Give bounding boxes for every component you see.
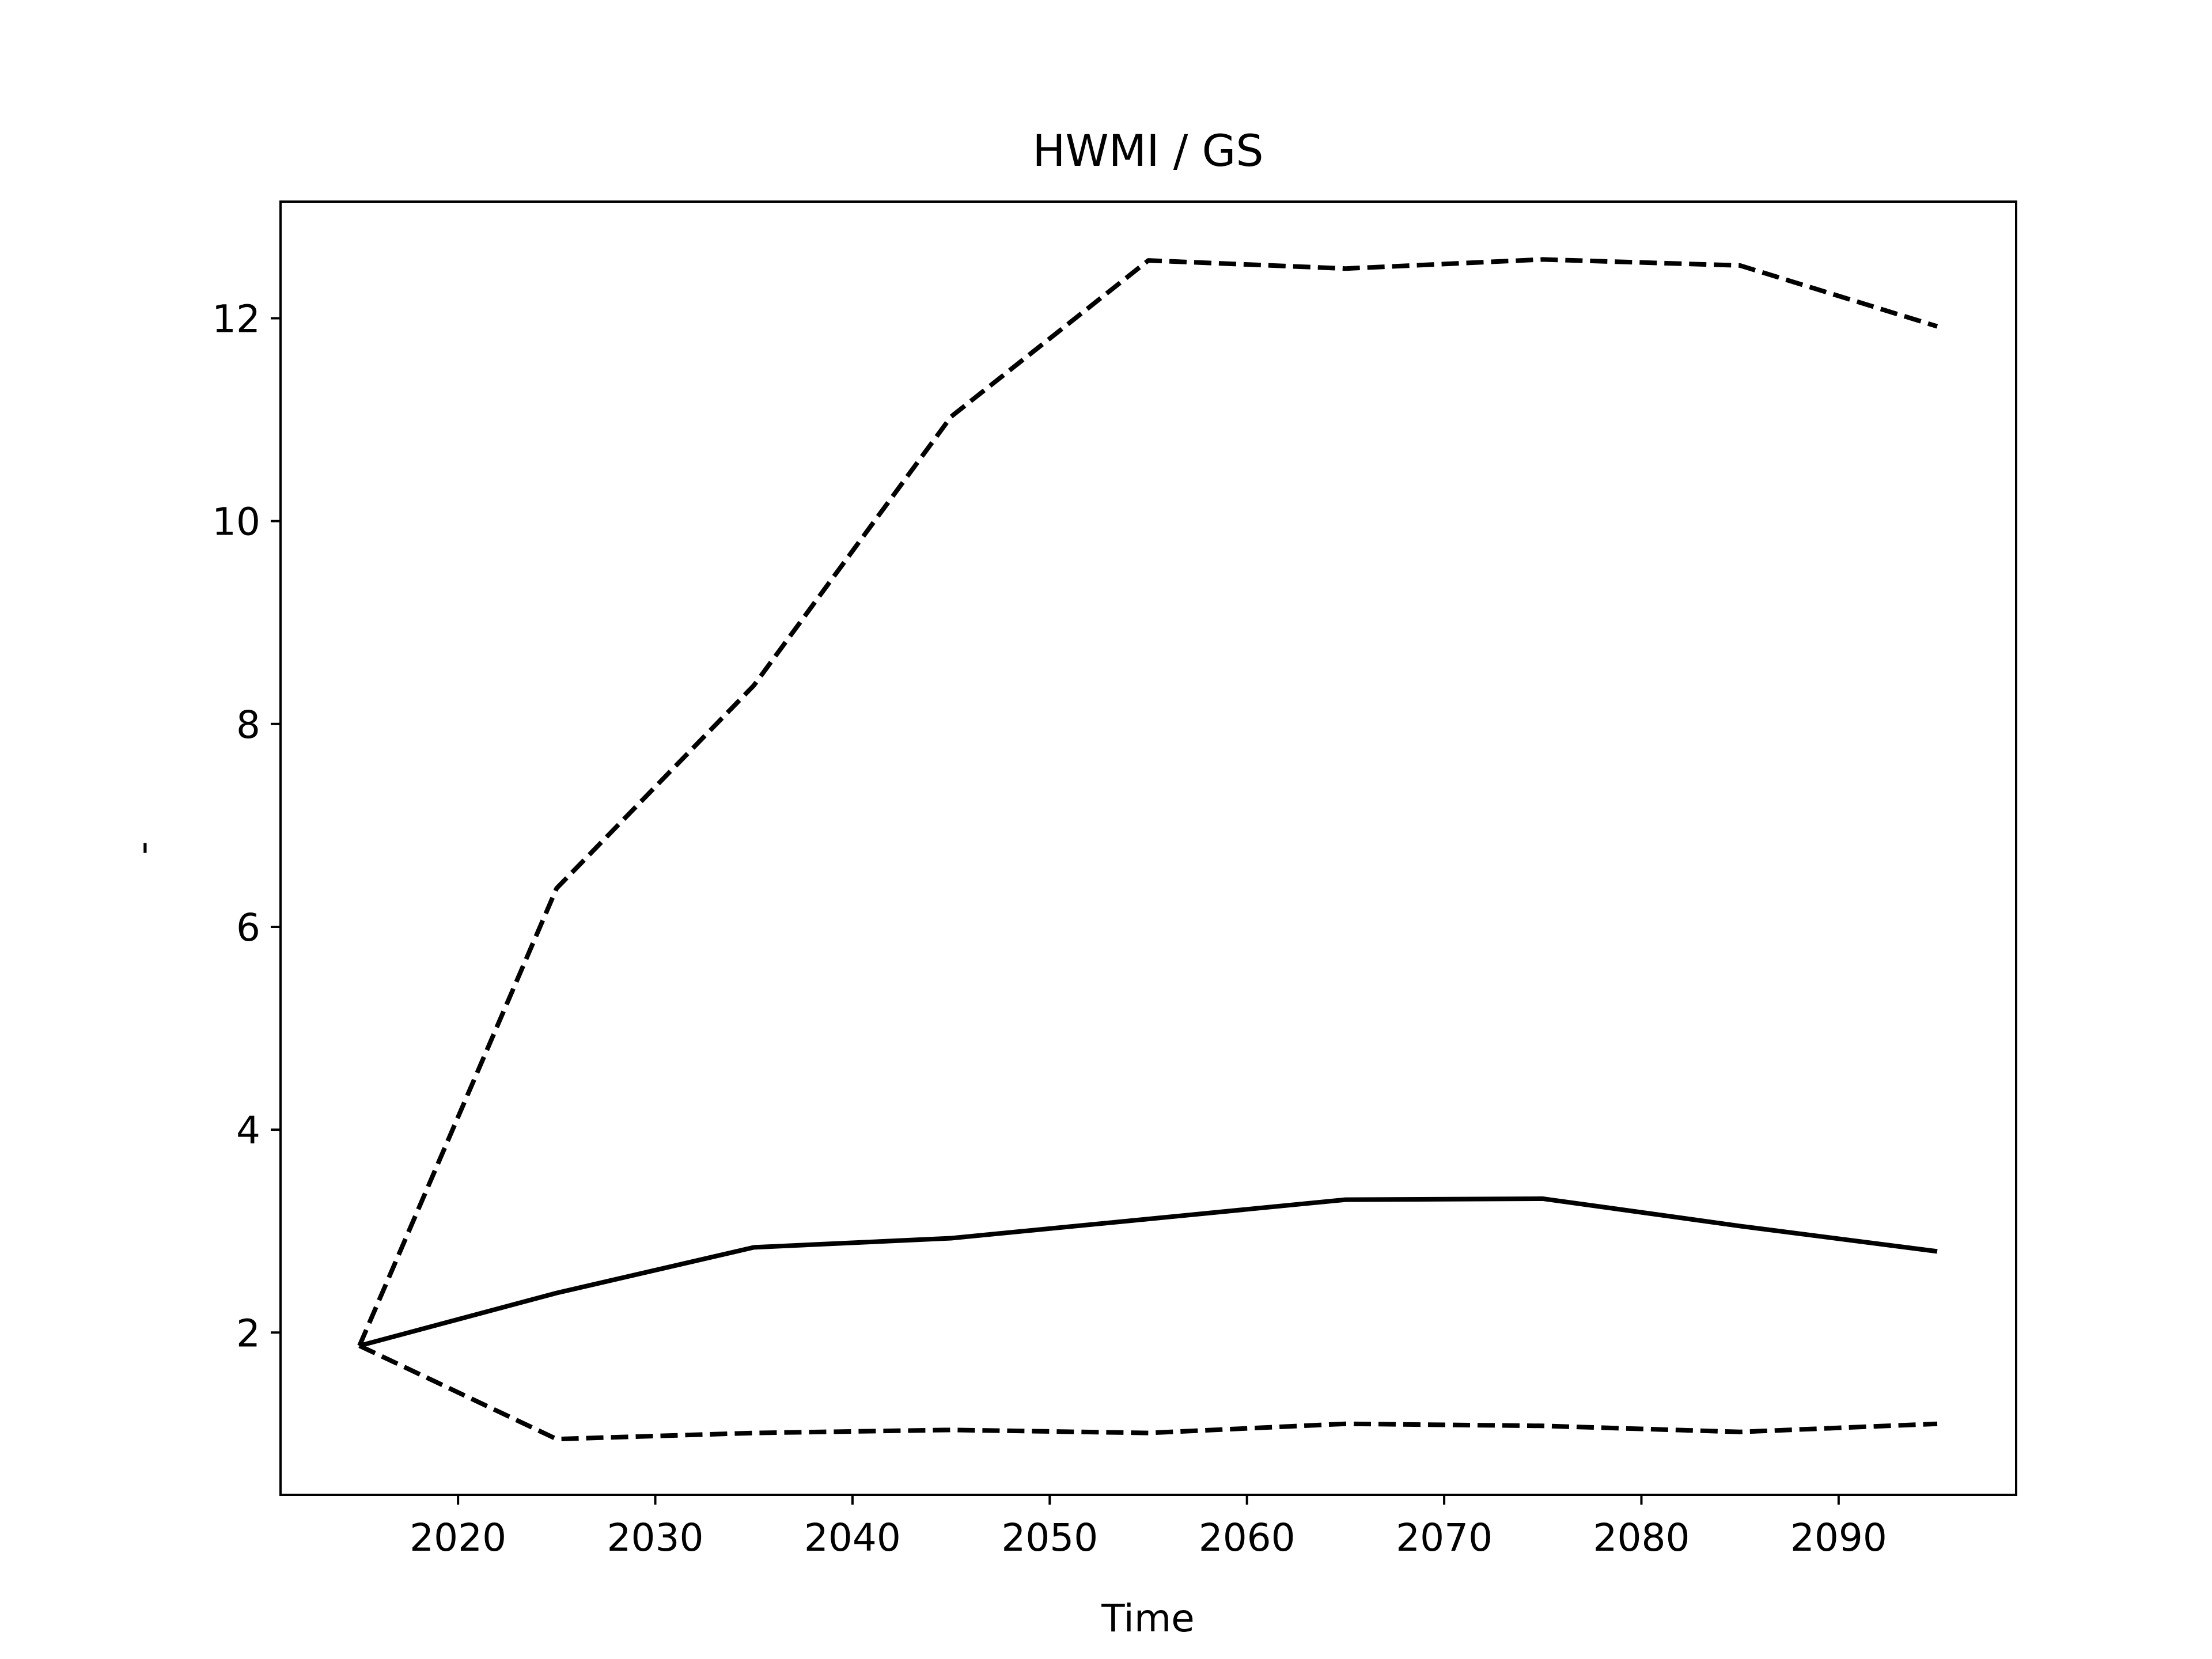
y-tick-label: 10 bbox=[212, 500, 260, 544]
x-tick-label: 2040 bbox=[804, 1516, 901, 1560]
y-tick-label: 4 bbox=[236, 1108, 260, 1153]
series-layer bbox=[357, 257, 1938, 1442]
solid-series-line-1 bbox=[358, 1196, 1938, 1349]
plot-area-frame bbox=[279, 200, 2017, 1496]
y-axis-label: - bbox=[120, 841, 165, 855]
x-tick-label: 2070 bbox=[1396, 1516, 1493, 1560]
x-tick-label: 2080 bbox=[1593, 1516, 1690, 1560]
x-tick-label: 2050 bbox=[1001, 1516, 1098, 1560]
x-axis-ticks: 2020 2030 2040 2050 2060 2070 2080 2090 bbox=[410, 1495, 1887, 1560]
y-tick-label: 6 bbox=[236, 906, 260, 950]
x-tick-label: 2020 bbox=[410, 1516, 506, 1560]
x-axis-label: Time bbox=[1101, 1596, 1195, 1641]
y-axis-ticks: 2 4 6 8 10 12 bbox=[212, 297, 281, 1355]
chart-title: HWMI / GS bbox=[1032, 125, 1263, 176]
dashed-series-line-3 bbox=[358, 1343, 1938, 1442]
dashed-series-line-2 bbox=[357, 257, 1938, 1347]
x-tick-label: 2060 bbox=[1199, 1516, 1296, 1560]
x-tick-label: 2090 bbox=[1790, 1516, 1887, 1560]
y-tick-label: 8 bbox=[236, 703, 260, 747]
x-tick-label: 2030 bbox=[607, 1516, 704, 1560]
y-tick-label: 12 bbox=[212, 297, 260, 341]
y-tick-label: 2 bbox=[236, 1311, 260, 1355]
